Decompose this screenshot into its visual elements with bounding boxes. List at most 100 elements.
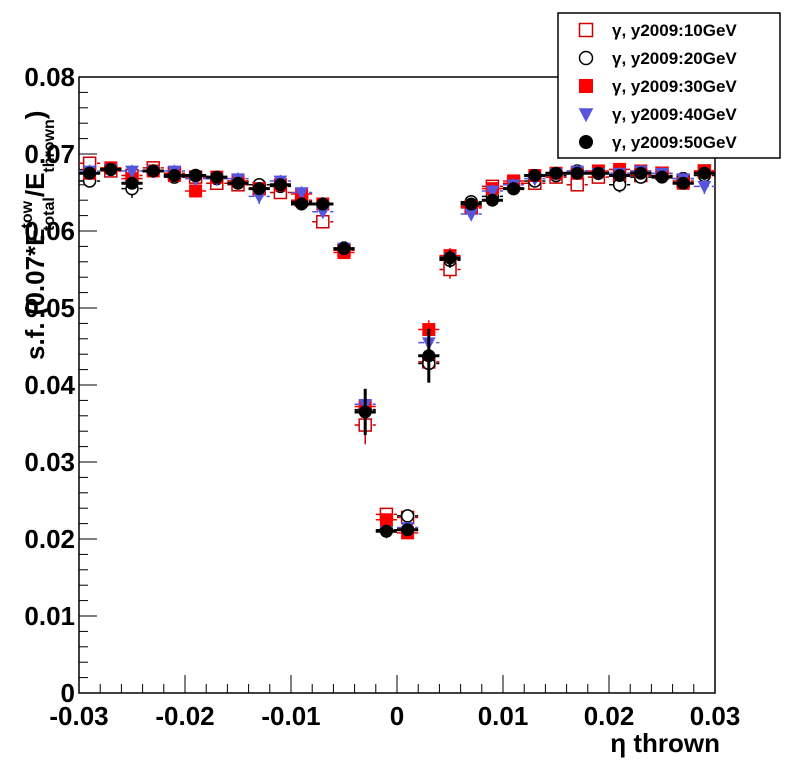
data-point <box>121 164 143 179</box>
axis-tick-labels: -0.03 -0.02 -0.01 0 0.01 0.02 0.03 0 0.01 0.02 0.0… <box>24 62 740 731</box>
x-tick-label: -0.01 <box>261 701 320 731</box>
marker-filled-circle <box>676 176 690 190</box>
y-axis-title-sub: total <box>41 197 58 231</box>
marker-filled-circle <box>104 162 118 176</box>
data-point <box>672 176 694 190</box>
data-point <box>333 242 355 256</box>
data-point <box>375 524 397 538</box>
x-tick-label: 0.03 <box>690 701 741 731</box>
data-point <box>609 177 631 193</box>
legend-label: γ, y2009:50GeV <box>612 133 737 152</box>
marker-filled-triangle-down <box>485 185 500 199</box>
marker-filled-circle <box>358 405 372 419</box>
data-point <box>185 169 207 183</box>
legend-marker-open-square <box>578 22 594 38</box>
y-axis-title-main: s.f. (0.07*E <box>20 228 50 360</box>
marker-filled-circle <box>167 169 181 183</box>
marker-filled-circle <box>189 169 203 183</box>
marker-filled-circle <box>252 182 266 196</box>
marker-filled-circle <box>570 166 584 180</box>
marker-filled-triangle-down <box>125 165 139 179</box>
y-axis-title: s.f. (0.07*Etow total/Ethrown) <box>19 111 58 360</box>
legend-label: γ, y2009:20GeV <box>612 49 737 68</box>
marker-filled-circle <box>379 524 393 538</box>
x-tick-label: 0 <box>390 701 404 731</box>
legend-entry: γ, y2009:10GeV <box>578 21 737 40</box>
legend-entry: γ, y2009:40GeV <box>578 105 737 124</box>
marker-filled-circle <box>549 166 563 180</box>
marker-filled-circle <box>295 197 309 211</box>
data-point <box>163 169 185 183</box>
y-axis-title-sub2: thrown <box>41 119 58 172</box>
data-point <box>481 193 503 207</box>
y-tick-label: 0.04 <box>24 370 75 400</box>
data-point <box>269 178 291 192</box>
data-point <box>651 170 673 184</box>
marker-filled-circle <box>507 182 521 196</box>
marker-filled-circle <box>443 251 457 265</box>
x-tick-label: -0.02 <box>155 701 214 731</box>
data-point <box>397 523 419 537</box>
marker-filled-circle <box>337 242 351 256</box>
legend: γ, y2009:10GeV γ, y2009:20GeV γ, y2009:30G… <box>557 12 781 159</box>
legend-box <box>557 12 781 159</box>
data-point <box>693 178 715 195</box>
marker-filled-circle <box>401 523 415 537</box>
legend-label: γ, y2009:40GeV <box>612 105 737 124</box>
marker-filled-circle <box>83 166 97 180</box>
y-tick-label: 0.01 <box>24 601 75 631</box>
marker-filled-circle <box>316 197 330 211</box>
marker-filled-circle <box>273 178 287 192</box>
marker-filled-square <box>189 184 203 198</box>
data-point <box>460 197 482 211</box>
data-point <box>291 197 313 211</box>
marker-filled-triangle-down <box>697 181 712 195</box>
data-points <box>79 156 715 540</box>
marker-filled-square <box>379 513 393 527</box>
legend-marker-open-circle <box>578 50 594 66</box>
data-point <box>185 184 207 198</box>
marker-filled-circle <box>528 169 542 183</box>
data-point <box>312 215 334 229</box>
data-point <box>121 176 143 190</box>
data-point <box>227 176 249 190</box>
marker-filled-circle <box>697 166 711 180</box>
data-point <box>248 182 270 196</box>
y-tick-label: 0.02 <box>24 524 75 554</box>
legend-label: γ, y2009:10GeV <box>612 21 737 40</box>
data-point <box>79 166 101 180</box>
series-5 <box>79 162 715 538</box>
data-point <box>693 166 715 180</box>
data-point <box>630 166 652 180</box>
marker-filled-circle <box>210 170 224 184</box>
x-axis-title: η thrown <box>610 728 720 758</box>
marker-filled-circle <box>146 164 160 178</box>
data-point <box>354 388 376 436</box>
data-point <box>587 166 609 180</box>
marker-filled-triangle-down <box>294 187 309 201</box>
y-tick-label: 0.07 <box>24 139 75 169</box>
y-tick-label: 0.06 <box>24 216 75 246</box>
data-point <box>566 178 588 192</box>
y-tick-label: 0.08 <box>24 62 75 92</box>
legend-entry: γ, y2009:50GeV <box>579 133 737 152</box>
y-axis-title-tail: /E <box>20 173 50 198</box>
data-point <box>418 328 440 383</box>
marker-filled-circle <box>613 169 627 183</box>
data-point <box>312 197 334 211</box>
legend-entry: γ, y2009:30GeV <box>579 77 737 96</box>
marker-filled-circle <box>231 176 245 190</box>
data-point <box>545 166 567 180</box>
legend-marker-filled-square <box>579 79 593 93</box>
legend-label: γ, y2009:30GeV <box>612 77 737 96</box>
data-point <box>503 182 525 196</box>
marker-filled-circle <box>634 166 648 180</box>
data-point <box>291 186 313 201</box>
data-point <box>609 169 631 183</box>
data-point <box>397 509 419 523</box>
y-tick-label: 0 <box>61 678 75 708</box>
y-tick-label: 0.03 <box>24 447 75 477</box>
axis-ticks <box>78 76 716 694</box>
x-tick-label: -0.03 <box>49 701 108 731</box>
